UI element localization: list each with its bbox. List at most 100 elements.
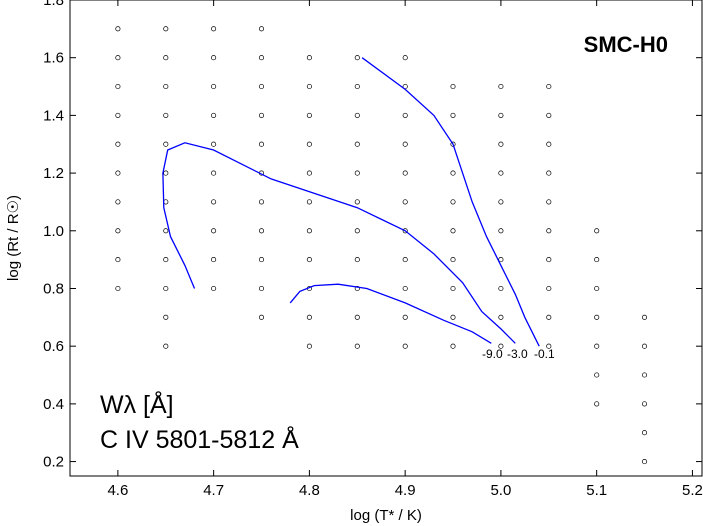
grid-point	[115, 141, 121, 147]
grid-point	[546, 199, 552, 205]
grid-point	[498, 83, 504, 90]
grid-point	[354, 55, 360, 61]
grid-point	[354, 257, 360, 263]
grid-point	[163, 141, 169, 147]
y-axis-ticks: 0.2 0.4 0.6 0.8 1.0 1.2 1.4 1.6 1.8	[43, 0, 702, 471]
grid-point	[594, 257, 600, 263]
grid-point	[211, 170, 217, 176]
grid-point	[546, 228, 552, 234]
grid-point	[258, 141, 265, 147]
grid-point	[402, 170, 408, 176]
grid-point	[402, 228, 408, 234]
grid-point	[402, 141, 408, 147]
grid-point	[546, 257, 552, 263]
grid-point	[498, 285, 504, 292]
grid-point	[163, 285, 169, 292]
grid-point	[546, 314, 552, 320]
grid-point	[450, 314, 456, 320]
grid-point	[115, 285, 121, 292]
grid-point	[402, 55, 408, 61]
grid-point	[546, 83, 552, 90]
grid-point	[402, 257, 408, 263]
grid-point	[546, 285, 552, 292]
grid-point	[498, 112, 504, 118]
grid-point	[354, 141, 360, 147]
grid-point	[450, 112, 456, 118]
contour-line-1	[162, 142, 516, 344]
grid-point	[354, 314, 360, 320]
grid-point	[211, 55, 217, 61]
grid-point	[594, 343, 600, 349]
grid-point	[450, 199, 456, 205]
grid-point	[115, 26, 121, 32]
x-tick-label: 5.1	[586, 482, 607, 499]
grid-point	[594, 285, 600, 292]
y-tick-label: 1.2	[43, 165, 64, 182]
chart-title: SMC-H0	[584, 32, 668, 57]
grid-point	[498, 199, 504, 205]
grid-point	[546, 141, 552, 147]
grid-point	[498, 314, 504, 320]
y-tick-label: 1.4	[43, 107, 64, 124]
grid-point	[402, 285, 408, 292]
grid-point	[450, 141, 456, 147]
grid-point	[402, 314, 408, 320]
y-tick-label: 0.8	[43, 280, 64, 297]
grid-point	[354, 285, 360, 292]
x-tick-label: 5.2	[682, 482, 703, 499]
grid-point	[594, 401, 600, 407]
grid-point	[450, 257, 456, 263]
contour-label-3: -0.1	[534, 347, 555, 361]
grid-point	[641, 430, 648, 436]
y-tick-label: 1.8	[43, 0, 64, 9]
grid-point	[163, 170, 169, 176]
x-axis-title: log (T* / K)	[350, 507, 422, 524]
grid-point	[306, 257, 312, 263]
grid-point	[115, 112, 121, 118]
grid-point	[211, 141, 217, 147]
grid-point	[354, 170, 360, 176]
contour-line-3	[289, 283, 492, 344]
grid-point	[641, 401, 648, 407]
grid-point	[546, 343, 552, 349]
y-axis-title: log (Rt / R☉)	[5, 195, 22, 281]
grid-point	[354, 343, 360, 349]
grid-point	[641, 372, 648, 378]
grid-point	[306, 55, 312, 61]
grid-point	[594, 372, 600, 378]
grid-point	[115, 199, 121, 205]
grid-point	[641, 343, 648, 349]
grid-point	[450, 285, 456, 292]
grid-point	[450, 83, 456, 90]
grid-point	[115, 55, 121, 61]
grid-point	[306, 228, 312, 234]
x-tick-label: 4.7	[203, 482, 224, 499]
grid-point	[115, 83, 121, 90]
grid-point	[163, 112, 169, 118]
grid-point	[306, 343, 312, 349]
grid-point	[450, 343, 456, 349]
grid-point	[354, 112, 360, 118]
grid-point	[258, 112, 265, 118]
grid-point	[546, 112, 552, 118]
grid-point	[115, 257, 121, 263]
grid-point	[498, 170, 504, 176]
grid-point	[402, 199, 408, 205]
grid-point	[258, 83, 265, 90]
annotation-line-2: C IV 5801-5812 Å	[100, 424, 299, 454]
grid-point	[450, 170, 456, 176]
grid-point	[594, 228, 600, 234]
grid-point	[641, 314, 648, 320]
grid-point	[402, 112, 408, 118]
x-axis-ticks: 4.6 4.7 4.8 4.9 5.0 5.1 5.2	[107, 0, 703, 499]
grid-point	[450, 228, 456, 234]
grid-point	[211, 199, 217, 205]
grid-point	[211, 285, 217, 292]
contour-labels: -9.0 -3.0 -0.1	[482, 347, 555, 361]
grid-point	[163, 83, 169, 90]
grid-point	[163, 257, 169, 263]
grid-point	[163, 26, 169, 32]
grid-point	[641, 459, 648, 465]
grid-point	[354, 228, 360, 234]
y-tick-label: 1.6	[43, 50, 64, 67]
